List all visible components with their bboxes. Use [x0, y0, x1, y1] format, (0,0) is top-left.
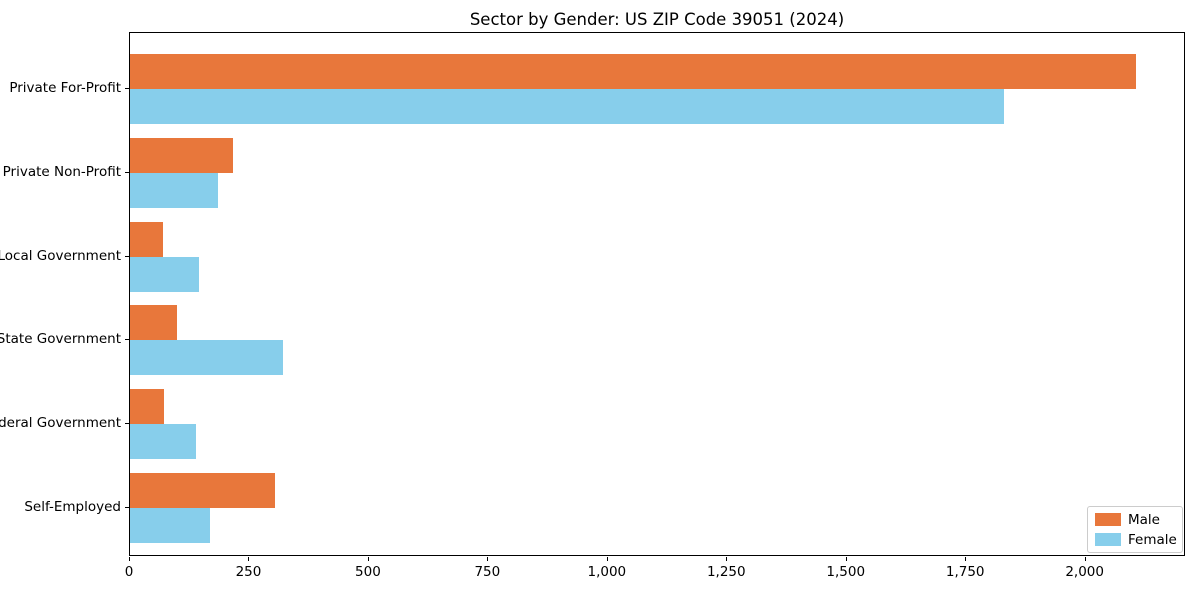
y-tick-mark — [125, 339, 129, 341]
chart-title: Sector by Gender: US ZIP Code 39051 (202… — [469, 10, 845, 29]
x-tick-mark — [965, 557, 967, 561]
legend-label-female: Female — [1128, 531, 1177, 548]
bar-female-private-non-profit — [130, 172, 218, 208]
y-axis-label-federal-government: Federal Government — [0, 415, 121, 432]
y-axis-label-local-government: Local Government — [0, 247, 121, 264]
bar-female-self-employed — [130, 507, 210, 543]
legend-swatch-male — [1095, 513, 1121, 526]
x-axis-tick-750: 750 — [474, 564, 501, 580]
y-axis-label-private-non-profit: Private Non-Profit — [2, 163, 121, 180]
x-axis-tick-1-000: 1,000 — [587, 564, 627, 580]
bar-male-self-employed — [130, 472, 276, 508]
y-axis-label-self-employed: Self-Employed — [24, 498, 121, 515]
bar-female-federal-government — [130, 424, 196, 460]
bar-male-local-government — [130, 221, 164, 257]
bar-male-state-government — [130, 305, 177, 341]
x-axis-tick-0: 0 — [124, 564, 134, 580]
legend-swatch-female — [1095, 533, 1121, 546]
legend: Male Female — [1087, 506, 1183, 553]
legend-item-female: Female — [1095, 531, 1177, 548]
x-tick-mark — [487, 557, 489, 561]
x-tick-mark — [129, 557, 130, 561]
bar-female-private-for-profit — [130, 89, 1005, 124]
y-tick-mark — [125, 506, 129, 508]
legend-item-male: Male — [1095, 512, 1175, 528]
bar-female-local-government — [130, 256, 200, 292]
y-tick-mark — [125, 171, 129, 173]
y-tick-mark — [125, 255, 129, 257]
x-tick-mark — [726, 557, 728, 561]
y-axis-label-private-for-profit: Private For-Profit — [9, 80, 121, 96]
bar-male-private-for-profit — [130, 54, 1136, 89]
x-axis-tick-250: 250 — [235, 564, 262, 580]
y-axis-label-state-government: State Government — [0, 331, 121, 348]
bar-female-state-government — [130, 340, 283, 376]
plot-area — [129, 32, 1185, 556]
bar-male-federal-government — [130, 389, 164, 425]
x-axis-tick-500: 500 — [355, 564, 381, 580]
x-tick-mark — [367, 557, 369, 561]
x-axis-tick-2-000: 2,000 — [1065, 564, 1104, 580]
x-axis-tick-1-250: 1,250 — [706, 564, 746, 580]
x-tick-mark — [248, 557, 250, 561]
x-tick-mark — [845, 557, 847, 561]
x-axis-tick-1-750: 1,750 — [945, 564, 985, 580]
legend-label-male: Male — [1128, 511, 1160, 528]
y-tick-mark — [125, 88, 129, 89]
x-axis-tick-1-500: 1,500 — [826, 564, 866, 580]
bar-male-private-non-profit — [130, 137, 233, 173]
x-tick-mark — [1084, 557, 1086, 561]
x-tick-mark — [606, 557, 608, 561]
y-tick-mark — [125, 423, 129, 425]
